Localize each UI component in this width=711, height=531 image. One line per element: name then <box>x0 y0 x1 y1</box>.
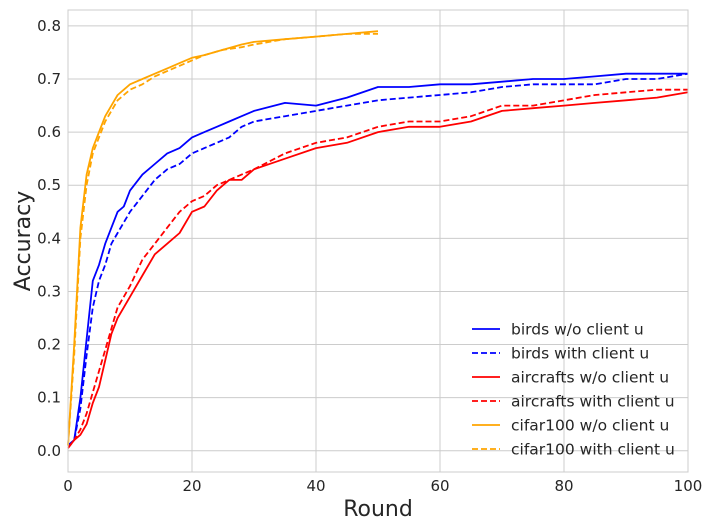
x-tick-label: 80 <box>554 477 573 495</box>
plot-frame <box>67 9 689 473</box>
legend-label: cifar100 with client u <box>511 441 675 459</box>
x-tick-label: 100 <box>674 477 703 495</box>
y-axis-label: Accuracy <box>11 191 36 291</box>
series-line-3 <box>67 91 689 449</box>
y-tick-label: 0.5 <box>37 176 61 194</box>
y-tick-label: 0.7 <box>37 70 61 88</box>
series-lines <box>67 30 689 449</box>
legend-label: aircrafts with client u <box>511 393 675 411</box>
y-tick-label: 0.0 <box>37 442 61 460</box>
legend: birds w/o client u birds with client u air… <box>472 321 675 459</box>
x-tick-labels: 0 20 40 60 80 100 <box>63 477 702 495</box>
y-tick-label: 0.1 <box>37 389 61 407</box>
series-line-4 <box>67 88 688 449</box>
legend-label: aircrafts w/o client u <box>511 369 669 387</box>
series-line-2 <box>67 72 689 447</box>
series-line-6 <box>67 33 378 446</box>
x-tick-label: 60 <box>430 477 449 495</box>
legend-label: birds with client u <box>511 345 649 363</box>
y-tick-label: 0.6 <box>37 123 61 141</box>
series-line-5 <box>67 30 379 446</box>
y-tick-label: 0.4 <box>37 229 61 247</box>
series-line-1 <box>67 72 688 447</box>
legend-label: cifar100 w/o client u <box>511 417 669 435</box>
y-tick-label: 0.8 <box>37 17 61 35</box>
x-tick-label: 20 <box>182 477 201 495</box>
x-tick-label: 40 <box>306 477 325 495</box>
y-tick-labels: 0.0 0.1 0.2 0.3 0.4 0.5 0.6 0.7 0.8 <box>37 17 61 460</box>
x-axis-label: Round <box>343 497 413 522</box>
legend-label: birds w/o client u <box>511 321 644 339</box>
x-tick-label: 0 <box>63 477 73 495</box>
y-tick-label: 0.3 <box>37 282 61 300</box>
y-tick-label: 0.2 <box>37 336 61 354</box>
